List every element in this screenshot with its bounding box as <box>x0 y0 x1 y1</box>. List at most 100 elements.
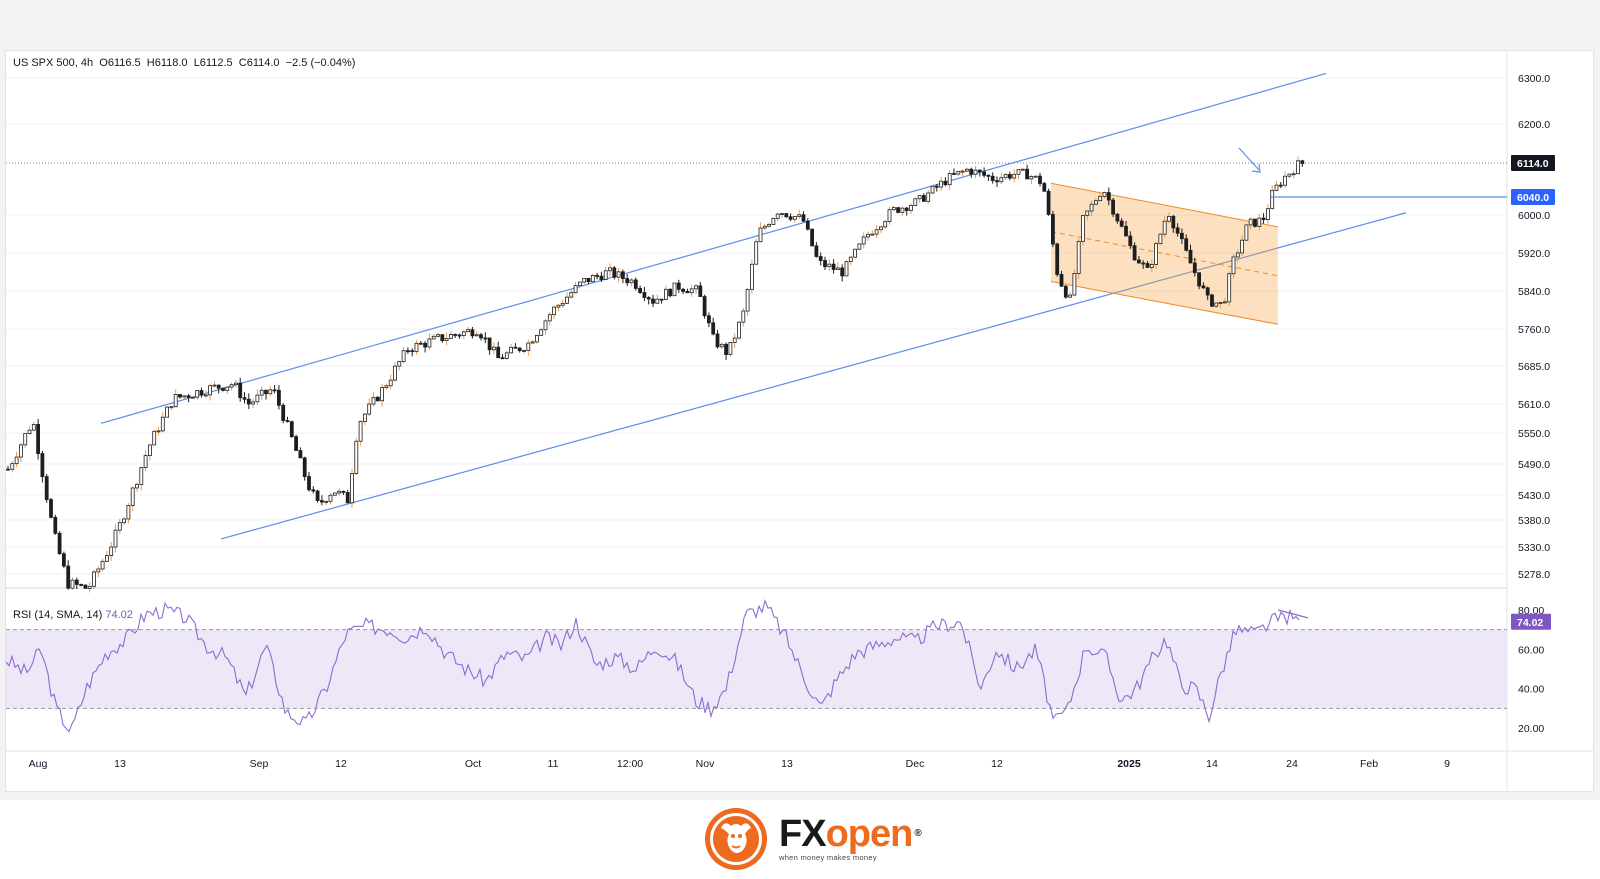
candle-body <box>689 288 694 294</box>
candle-body <box>311 489 316 492</box>
rsi-label: RSI (14, SMA, 14) <box>13 609 103 621</box>
candle-body <box>745 288 750 312</box>
candle-body <box>565 296 569 304</box>
candle-body <box>655 298 660 304</box>
last-price-badge <box>1511 155 1555 171</box>
candle-body <box>1063 285 1068 298</box>
rising-channel-upper <box>100 72 1327 424</box>
candle-body <box>139 467 144 485</box>
candle-body <box>436 334 440 337</box>
candle-body <box>487 337 492 351</box>
candle-body <box>1046 190 1051 215</box>
candle-body <box>909 205 913 211</box>
x-tick-label: 2025 <box>1117 758 1141 770</box>
candle-body <box>27 429 32 435</box>
symbol-name: US SPX 500 <box>13 57 75 69</box>
candle-body <box>393 365 397 381</box>
y-tick-label: 6200.0 <box>1518 119 1550 131</box>
candle-body <box>1051 214 1055 245</box>
candle-body <box>160 416 165 432</box>
candle-body <box>535 334 539 343</box>
candle-body <box>14 456 19 465</box>
candle-body <box>1033 175 1038 178</box>
candle-body <box>853 248 857 258</box>
x-tick-label: Oct <box>465 758 481 770</box>
candle-body <box>461 331 466 337</box>
candle-body <box>414 342 419 352</box>
candle-body <box>212 384 217 387</box>
candle-body <box>1227 273 1232 303</box>
candle-body <box>1205 287 1210 296</box>
candle-body <box>96 568 101 573</box>
candle-body <box>694 285 698 290</box>
candle-body <box>10 463 15 470</box>
rsi-y-tick-label: 20.00 <box>1518 723 1544 735</box>
brand-logo[interactable]: FXopen ® when money makes money <box>703 806 922 872</box>
candle-body <box>259 389 264 396</box>
candle-body <box>1158 233 1163 245</box>
candle-body <box>737 321 741 339</box>
candle-body <box>126 504 131 520</box>
candle-body <box>328 494 333 502</box>
candle-body <box>255 394 260 403</box>
x-tick-label: 12 <box>991 758 1003 770</box>
candle-body <box>879 226 883 231</box>
x-tick-label: Sep <box>250 758 269 770</box>
candle-body <box>229 384 234 388</box>
candle-body <box>1240 239 1244 254</box>
candle-body <box>646 297 651 300</box>
candle-body <box>947 173 952 186</box>
candle-body <box>1167 215 1171 222</box>
open-value: O6116.5 <box>99 57 141 69</box>
candle-body <box>805 220 810 230</box>
falling-flag-upper <box>1050 182 1279 228</box>
candle-body <box>427 338 432 348</box>
candle-body <box>509 346 514 354</box>
candle-body <box>874 229 879 235</box>
candle-body <box>578 281 582 287</box>
candle-body <box>23 433 28 446</box>
candle-body <box>1278 184 1283 187</box>
candle-body <box>1149 264 1154 268</box>
candle-body <box>294 436 299 451</box>
candle-body <box>1025 168 1029 180</box>
candle-body <box>965 168 969 172</box>
candle-body <box>483 337 488 340</box>
candle-body <box>896 207 900 213</box>
candle-body <box>741 310 746 323</box>
candle-body <box>1008 174 1012 179</box>
candle-body <box>1291 173 1296 176</box>
candle-body <box>676 282 681 290</box>
candle-body <box>797 214 802 217</box>
candle-body <box>440 334 445 341</box>
x-tick-label: 12:00 <box>617 758 643 770</box>
candle-body <box>203 394 208 397</box>
candle-body <box>930 185 935 194</box>
candle-body <box>1072 273 1077 296</box>
candle-body <box>1257 217 1262 227</box>
annotation-arrow-head <box>1251 163 1261 173</box>
candle-body <box>539 329 544 336</box>
candle-body <box>190 396 195 399</box>
x-tick-label: 14 <box>1206 758 1218 770</box>
candle-body <box>999 177 1004 183</box>
x-tick-label: Dec <box>906 758 925 770</box>
brand-open: open <box>825 813 914 855</box>
candle-body <box>147 444 152 457</box>
candle-body <box>199 390 204 396</box>
candle-body <box>1261 217 1266 221</box>
candle-body <box>1029 176 1034 180</box>
candle-body <box>388 379 393 387</box>
candle-body <box>1266 208 1270 221</box>
candle-body <box>616 271 621 278</box>
rsi-series-line <box>5 598 1300 733</box>
candle-body <box>225 386 230 391</box>
candle-body <box>57 532 62 555</box>
candle-body <box>418 342 423 345</box>
falling-flag-mid <box>1050 231 1279 277</box>
candle-body <box>926 192 931 202</box>
candle-body <box>754 241 759 265</box>
marked-level-badge <box>1511 189 1555 205</box>
candle-body <box>350 473 354 504</box>
chart-canvas[interactable]: 6300.0 6200.0 6000.0 5920.0 5840.0 5760.0 5685… <box>0 0 1600 800</box>
